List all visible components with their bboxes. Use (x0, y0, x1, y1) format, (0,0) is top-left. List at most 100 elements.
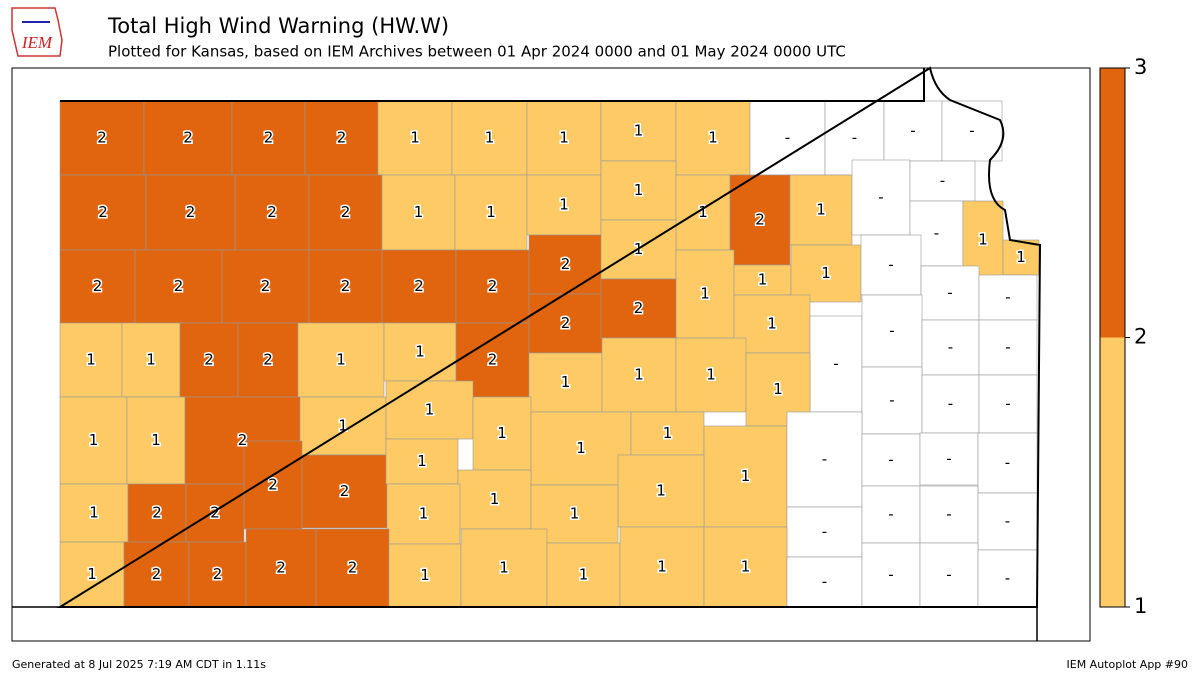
county-label: 1 (559, 196, 569, 214)
county-label: 2 (337, 129, 347, 147)
county-label: 1 (700, 285, 710, 303)
county (851, 159, 911, 236)
county-label: - (934, 224, 939, 242)
county (786, 556, 863, 608)
county-label: - (946, 566, 951, 584)
county (455, 249, 530, 324)
county-label: 1 (87, 565, 97, 583)
county (977, 549, 1038, 608)
county-label: - (969, 122, 974, 140)
county-label: 1 (576, 439, 586, 457)
county-label: 1 (821, 264, 831, 282)
county-label: 2 (261, 277, 271, 295)
county-label: - (946, 450, 951, 468)
county (809, 315, 863, 413)
county (530, 484, 619, 544)
county (789, 174, 853, 246)
county (675, 249, 735, 339)
county-label: - (822, 450, 827, 468)
county-label: - (822, 523, 827, 541)
county-label: 1 (657, 558, 667, 576)
county (675, 174, 731, 251)
county (861, 366, 923, 435)
county-label: 2 (341, 277, 351, 295)
county (675, 337, 747, 413)
county-label: 2 (341, 203, 351, 221)
county (188, 541, 247, 608)
county-label: - (833, 355, 838, 373)
county (472, 396, 532, 471)
county (617, 454, 705, 528)
county (860, 234, 922, 296)
county-label: 2 (213, 565, 223, 583)
county (703, 425, 788, 528)
county-label: 2 (268, 476, 278, 494)
county-label: 1 (656, 482, 666, 500)
county-label: 2 (174, 277, 184, 295)
county (234, 174, 310, 251)
county-label: 1 (1016, 248, 1026, 266)
county-label: - (889, 391, 894, 409)
county (179, 322, 239, 398)
county-label: - (910, 122, 915, 140)
county-label: 2 (340, 482, 350, 500)
county (1002, 239, 1040, 276)
county-label: 1 (497, 424, 507, 442)
state-border (56, 66, 1042, 608)
county-label: 1 (410, 129, 420, 147)
county-label: - (947, 284, 952, 302)
county (297, 322, 385, 398)
county-label: 1 (741, 467, 751, 485)
county-label: 1 (708, 129, 718, 147)
county-label: 1 (634, 181, 644, 199)
county-label: 1 (415, 343, 425, 361)
county-label: 1 (570, 505, 580, 523)
county-label: 1 (767, 315, 777, 333)
county-label: 2 (204, 351, 214, 369)
county (231, 100, 306, 176)
county (978, 274, 1038, 321)
county-label: 2 (488, 351, 498, 369)
county (919, 432, 979, 486)
county (185, 483, 245, 543)
county-label: 2 (264, 129, 274, 147)
county-label: 1 (89, 431, 99, 449)
colorbar: 1 2 3 (1099, 55, 1147, 618)
title: Total High Wind Warning (HW.W) (107, 14, 449, 38)
county (245, 528, 317, 608)
county-label: 1 (420, 566, 430, 584)
county-label: 1 (425, 401, 435, 419)
county (703, 526, 788, 608)
county-label: - (852, 129, 857, 147)
county-label: - (948, 395, 953, 413)
county-label: 1 (816, 201, 826, 219)
logo-text: IEM (21, 33, 53, 52)
county-label: 2 (488, 277, 498, 295)
county-label: - (888, 566, 893, 584)
county-label: 1 (151, 431, 161, 449)
county-label: - (888, 505, 893, 523)
county-label: 1 (146, 351, 156, 369)
colorbar-segment (1100, 337, 1125, 607)
county-label: 2 (276, 559, 286, 577)
county-label: - (1005, 288, 1010, 306)
colorbar-tick-label: 3 (1134, 55, 1147, 79)
county-label: 1 (86, 351, 96, 369)
county (733, 294, 811, 354)
county (126, 396, 186, 485)
county (237, 322, 299, 398)
county (123, 541, 190, 608)
county (526, 100, 602, 176)
county-label: 2 (93, 277, 103, 295)
county (921, 374, 980, 434)
county-label: 1 (417, 452, 427, 470)
county (526, 174, 602, 236)
county (385, 438, 459, 485)
county-label: 1 (336, 351, 346, 369)
county-label: - (1005, 454, 1010, 472)
county (134, 249, 223, 324)
county-label: 2 (348, 559, 358, 577)
county (127, 483, 187, 543)
county-label: - (1005, 569, 1010, 587)
